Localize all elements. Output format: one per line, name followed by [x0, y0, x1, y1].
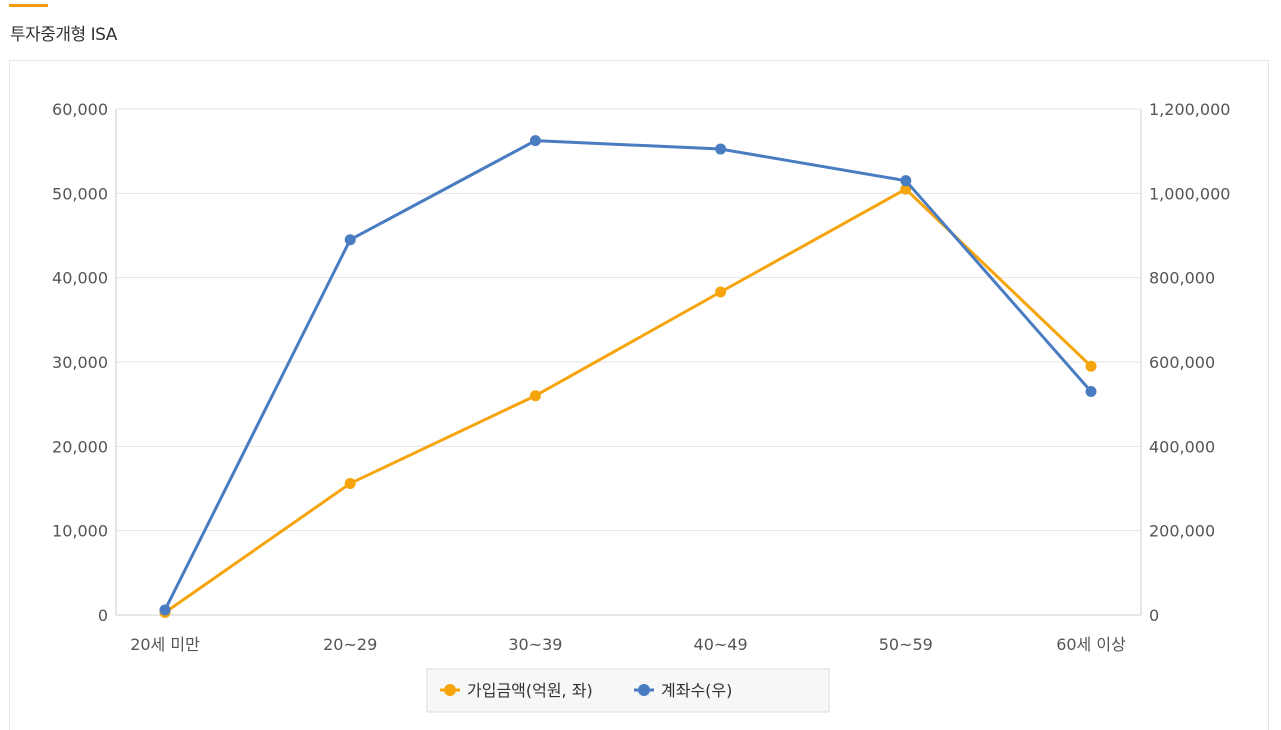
data-point	[715, 143, 727, 155]
gridlines	[116, 108, 1141, 532]
data-point	[1085, 386, 1097, 398]
title-accent-bar	[9, 4, 48, 7]
x-tick-label: 20~29	[323, 635, 377, 654]
series-line-2	[163, 139, 1093, 611]
y-left-tick-label: 10,000	[52, 522, 108, 541]
y-left-tick-label: 0	[98, 606, 108, 625]
legend-label-2: 계좌수(우)	[661, 681, 732, 700]
legend-box	[426, 668, 830, 713]
x-tick-label: 40~49	[694, 635, 748, 654]
series-lines	[159, 135, 1097, 618]
data-point	[344, 477, 356, 489]
legend: 가입금액(억원, 좌) 계좌수(우)	[426, 668, 830, 713]
data-point	[529, 135, 541, 147]
y-left-tick-label: 50,000	[52, 184, 108, 203]
y-left-tick-label: 30,000	[52, 353, 108, 372]
x-tick-label: 60세 이상	[1056, 635, 1126, 654]
x-axis-labels: 20세 미만 20~29 30~39 40~49 50~59 60세 이상	[130, 635, 1126, 654]
y-right-tick-label: 200,000	[1149, 522, 1215, 541]
y-left-tick-label: 60,000	[52, 100, 108, 119]
y-right-tick-label: 1,200,000	[1149, 100, 1230, 119]
data-point	[715, 286, 727, 298]
legend-marker-2	[638, 684, 650, 696]
y-right-tick-label: 400,000	[1149, 437, 1215, 456]
data-point	[900, 175, 912, 187]
data-point	[344, 234, 356, 246]
section-title: 투자중개형 ISA	[10, 25, 117, 45]
y-axis-right-labels: 0 200,000 400,000 600,000 800,000 1,000,000 1,…	[1149, 100, 1230, 625]
y-right-tick-label: 600,000	[1149, 353, 1215, 372]
y-right-tick-label: 1,000,000	[1149, 184, 1230, 203]
data-point	[159, 604, 171, 616]
x-tick-label: 30~39	[508, 635, 562, 654]
y-right-tick-label: 0	[1149, 606, 1159, 625]
y-right-tick-label: 800,000	[1149, 269, 1215, 288]
chart-container	[9, 60, 1269, 730]
data-point	[900, 183, 912, 195]
y-left-tick-label: 20,000	[52, 437, 108, 456]
y-axis-left-labels: 0 10,000 20,000 30,000 40,000 50,000 60,000	[52, 100, 108, 625]
data-point	[1085, 360, 1097, 372]
x-tick-label: 50~59	[879, 635, 933, 654]
data-point	[529, 390, 541, 402]
series-line-1	[164, 187, 1093, 614]
legend-marker-1	[444, 684, 456, 696]
legend-label-1: 가입금액(억원, 좌)	[467, 681, 593, 700]
axes	[115, 109, 1142, 616]
y-left-tick-label: 40,000	[52, 269, 108, 288]
x-tick-label: 20세 미만	[130, 635, 200, 654]
